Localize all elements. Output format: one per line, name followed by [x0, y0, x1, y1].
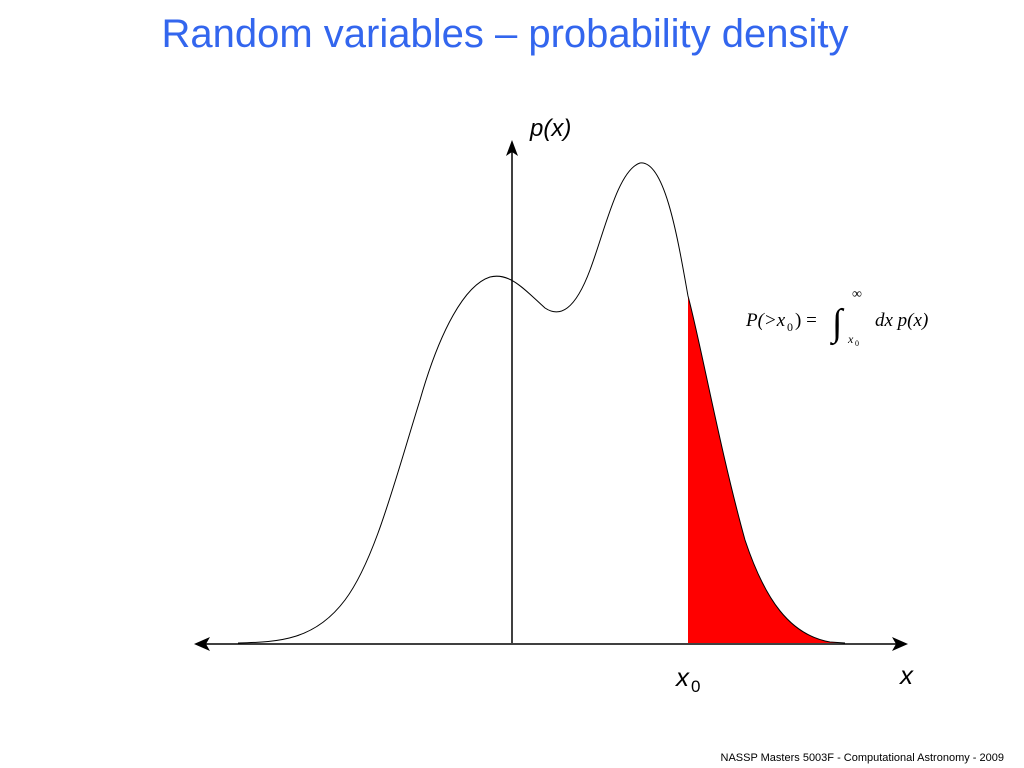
formula-lhs-subscript: 0 [787, 320, 793, 334]
tail-area-shading [688, 296, 845, 643]
threshold-label-subscript: 0 [691, 677, 700, 696]
formula-integral-sign: ∫ [830, 302, 845, 346]
formula-lower-limit: x [847, 332, 854, 346]
x-axis-label: x [898, 660, 914, 690]
slide-footer: NASSP Masters 5003F - Computational Astr… [720, 752, 1005, 764]
slide-title: Random variables – probability density [161, 12, 849, 56]
threshold-label-main: x [674, 662, 690, 692]
x-axis-left-arrowhead [194, 637, 210, 651]
formula-integrand: dx p(x) [875, 310, 928, 331]
formula-lower-limit-subscript: 0 [855, 339, 859, 348]
tail-probability-formula: P(>x 0 ) = ∫ ∞ x 0 dx p(x) [745, 287, 928, 348]
x-axis-right-arrowhead [892, 637, 908, 651]
density-curve [237, 162, 846, 644]
y-axis-arrowhead [506, 140, 518, 156]
formula-upper-limit: ∞ [852, 287, 862, 302]
y-axis-label: p(x) [529, 115, 571, 142]
formula-lhs: P(>x [745, 310, 786, 331]
threshold-label: x 0 [674, 662, 700, 696]
formula-lhs-close: ) = [795, 310, 817, 331]
